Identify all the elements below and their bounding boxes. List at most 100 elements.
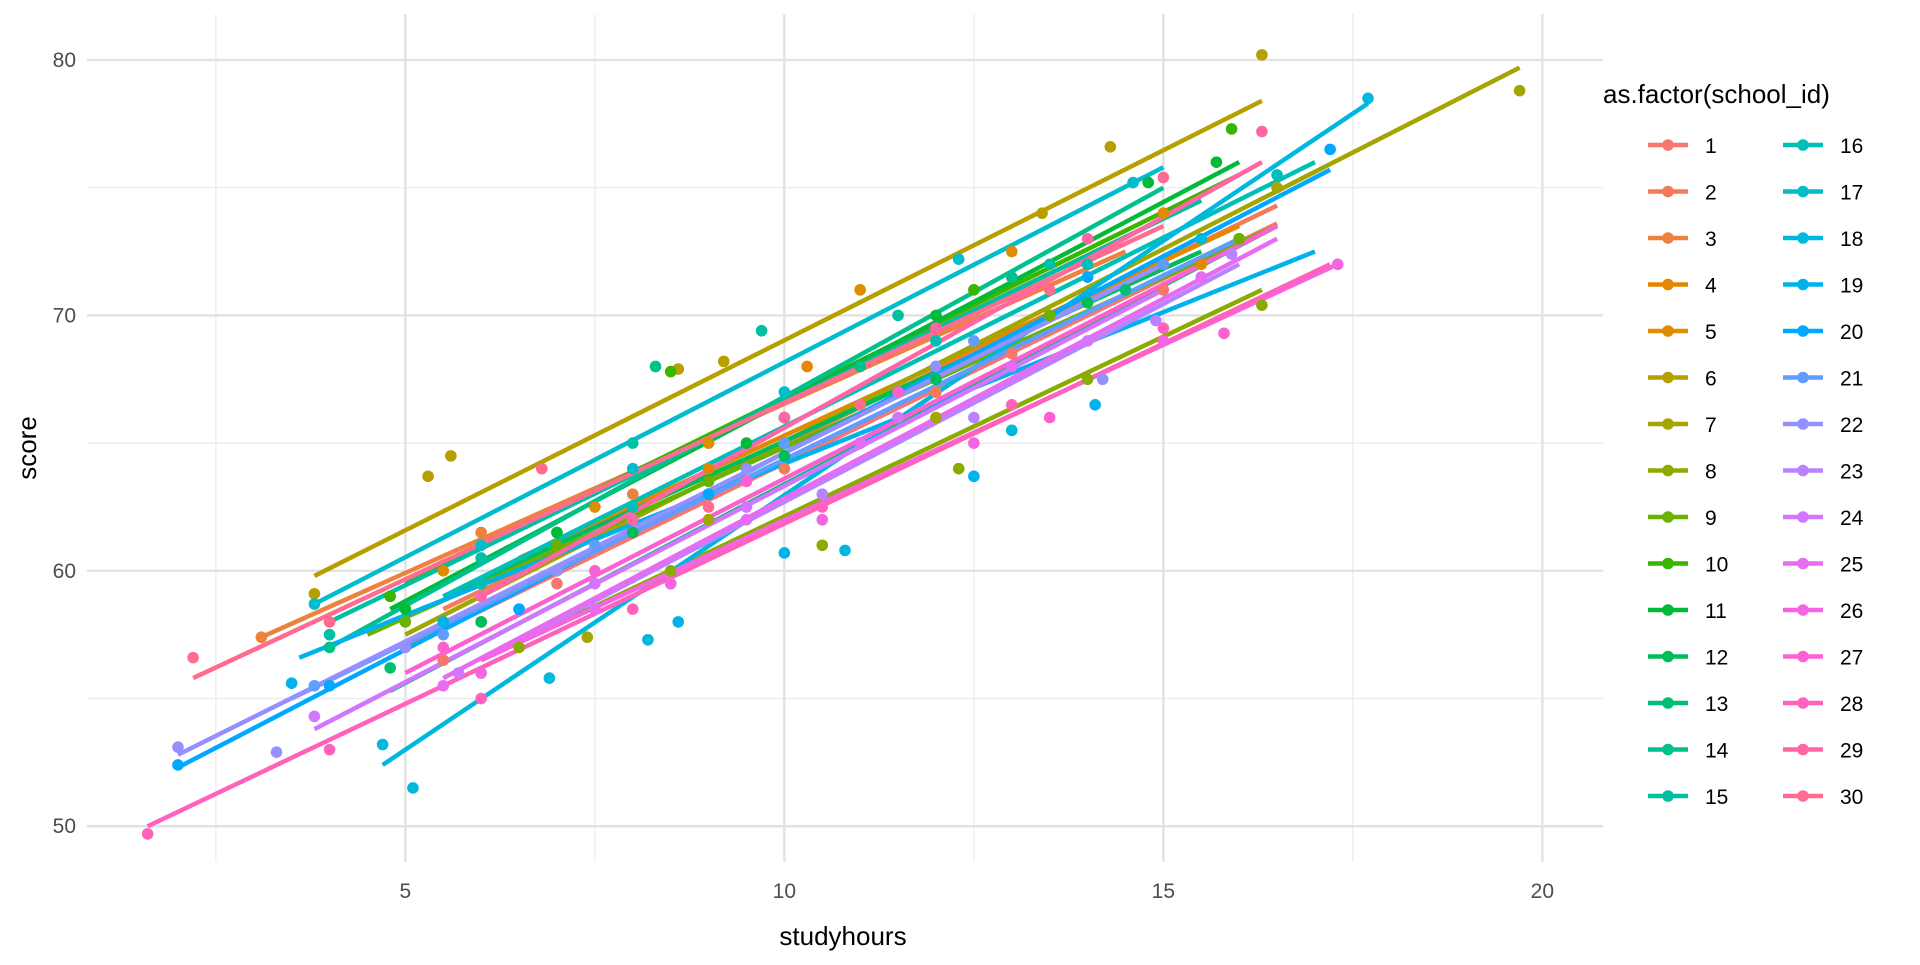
- legend-key-point: [1797, 743, 1809, 756]
- point-school-30: [702, 501, 715, 513]
- regression-line-school-24: [313, 287, 1165, 732]
- point-school-28: [475, 692, 487, 705]
- point-school-25: [589, 603, 601, 615]
- point-school-22: [930, 360, 942, 373]
- legend-entry-4: 4: [1648, 275, 1717, 298]
- point-school-10: [968, 284, 980, 296]
- legend-entry-13: 13: [1648, 693, 1728, 716]
- point-school-29: [778, 411, 791, 424]
- legend-key-point: [1662, 418, 1674, 430]
- point-school-15: [892, 309, 904, 322]
- point-school-29: [475, 590, 487, 603]
- legend-key-point: [1797, 325, 1809, 337]
- legend-label: 26: [1840, 600, 1863, 623]
- point-school-8: [1081, 373, 1094, 386]
- point-school-1: [551, 577, 563, 590]
- legend-label: 29: [1840, 740, 1863, 763]
- point-school-21: [1157, 258, 1170, 271]
- point-school-4: [702, 462, 715, 475]
- point-school-30: [187, 651, 199, 664]
- point-school-11: [740, 437, 753, 449]
- point-school-14: [649, 360, 662, 373]
- y-axis-title: score: [12, 416, 42, 480]
- x-tick-label: 15: [1152, 880, 1175, 903]
- point-school-27: [1218, 327, 1230, 340]
- point-school-22: [551, 565, 563, 577]
- point-school-19: [1089, 398, 1101, 411]
- x-axis-title: studyhours: [779, 921, 906, 951]
- regression-line-school-17: [313, 165, 1165, 607]
- legend-key-point: [1662, 139, 1674, 151]
- legend-entry-12: 12: [1648, 647, 1728, 670]
- legend: as.factor(school_id) 1234567891011121314…: [1603, 79, 1864, 809]
- legend-key-point: [1662, 278, 1674, 291]
- point-school-15: [755, 324, 768, 337]
- point-school-15: [475, 552, 487, 564]
- point-school-2: [930, 386, 942, 398]
- point-school-11: [399, 603, 412, 615]
- point-school-30: [854, 398, 866, 411]
- point-school-17: [626, 462, 639, 475]
- legend-entry-5: 5: [1648, 321, 1717, 344]
- legend-label: 13: [1705, 693, 1728, 716]
- regression-line-school-22: [176, 262, 1165, 757]
- legend-entry-20: 20: [1783, 321, 1863, 344]
- series-layer: [141, 49, 1526, 840]
- legend-key-point: [1797, 278, 1809, 291]
- point-school-20: [1324, 143, 1336, 156]
- y-tick-label: 50: [53, 815, 76, 838]
- legend-label: 19: [1840, 275, 1863, 298]
- point-school-17: [308, 598, 321, 610]
- legend-key-point: [1662, 511, 1674, 523]
- point-school-5: [854, 284, 866, 296]
- point-school-10: [384, 590, 397, 603]
- point-school-18: [1362, 92, 1374, 105]
- x-tick-label: 20: [1531, 880, 1554, 903]
- legend-label: 18: [1840, 228, 1863, 251]
- point-school-23: [816, 488, 829, 500]
- legend-entry-22: 22: [1783, 414, 1863, 437]
- point-school-19: [778, 547, 791, 559]
- point-school-29: [1256, 125, 1268, 138]
- point-school-5: [589, 501, 601, 513]
- point-school-20: [172, 759, 184, 771]
- legend-key-point: [1797, 418, 1809, 430]
- legend-entry-25: 25: [1783, 554, 1863, 577]
- point-school-6: [445, 450, 457, 462]
- point-school-9: [399, 616, 412, 628]
- legend-entry-1: 1: [1648, 135, 1717, 158]
- legend-entry-17: 17: [1783, 182, 1863, 205]
- point-school-16: [1081, 258, 1094, 271]
- point-school-21: [437, 628, 450, 641]
- point-school-22: [1096, 373, 1109, 386]
- point-school-18: [376, 738, 389, 751]
- point-school-20: [1081, 271, 1094, 283]
- point-school-11: [551, 526, 563, 539]
- point-school-13: [384, 662, 397, 674]
- point-school-19: [437, 616, 450, 628]
- point-school-12: [475, 616, 487, 628]
- legend-label: 22: [1840, 414, 1863, 437]
- legend-entry-6: 6: [1648, 368, 1717, 391]
- point-school-3: [475, 526, 487, 539]
- x-tick-label: 10: [773, 880, 796, 903]
- point-school-5: [437, 565, 450, 577]
- regression-line-school-25: [442, 236, 1279, 681]
- point-school-2: [778, 462, 791, 475]
- point-school-17: [1127, 176, 1139, 189]
- point-school-7: [1513, 84, 1526, 97]
- point-school-9: [551, 539, 563, 552]
- legend-label: 9: [1705, 507, 1717, 530]
- point-school-13: [1119, 284, 1132, 296]
- point-school-1: [1157, 284, 1170, 296]
- point-school-26: [1157, 335, 1170, 347]
- point-school-24: [892, 411, 904, 424]
- point-school-22: [172, 741, 184, 753]
- point-school-10: [664, 365, 677, 378]
- regression-line-school-23: [480, 262, 1241, 663]
- point-school-18: [642, 633, 654, 646]
- legend-label: 5: [1705, 321, 1717, 344]
- point-school-17: [475, 539, 487, 552]
- point-school-27: [589, 565, 601, 577]
